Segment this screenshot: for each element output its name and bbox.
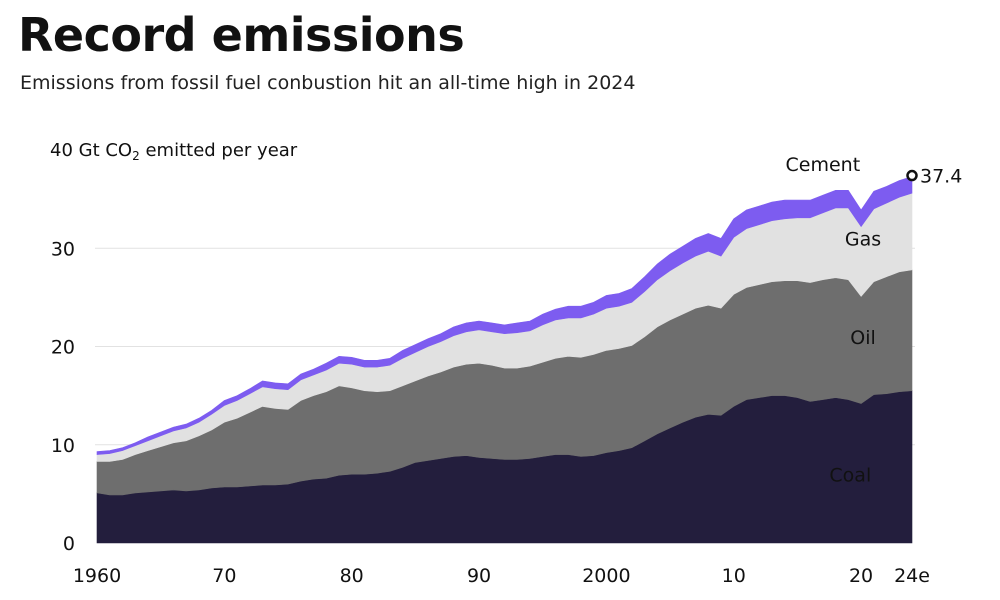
series-label-oil: Oil — [850, 327, 876, 349]
y-tick-label: 30 — [51, 238, 75, 260]
series-label-cement: Cement — [786, 154, 861, 176]
x-tick-label: 2000 — [582, 565, 630, 587]
chart-title: Record emissions — [18, 8, 465, 62]
x-tick-label: 90 — [467, 565, 491, 587]
x-tick-label: 80 — [340, 565, 364, 587]
x-tick-label: 20 — [849, 565, 873, 587]
x-tick-label: 24e — [894, 565, 930, 587]
x-tick-label: 1960 — [73, 565, 121, 587]
x-tick-label: 10 — [722, 565, 746, 587]
endpoint-value-label: 37.4 — [920, 166, 962, 188]
endpoint-marker — [906, 169, 918, 182]
axes: 40 Gt CO2 emitted per year 0 10 20 30 1960 70… — [50, 140, 930, 587]
series-label-gas: Gas — [845, 228, 881, 250]
y-tick-label: 20 — [51, 337, 75, 359]
x-tick-label: 70 — [212, 565, 236, 587]
area-series-layer — [96, 176, 913, 544]
y-tick-label: 10 — [51, 435, 75, 457]
series-label-coal: Coal — [829, 464, 871, 486]
chart-subtitle: Emissions from fossil fuel conbustion hi… — [20, 72, 636, 94]
series-labels: Coal Oil Gas Cement 37.4 — [786, 154, 963, 487]
y-tick-label: 0 — [63, 533, 75, 555]
y-axis-label: 40 Gt CO2 emitted per year — [50, 140, 298, 163]
area-cement — [96, 176, 913, 455]
